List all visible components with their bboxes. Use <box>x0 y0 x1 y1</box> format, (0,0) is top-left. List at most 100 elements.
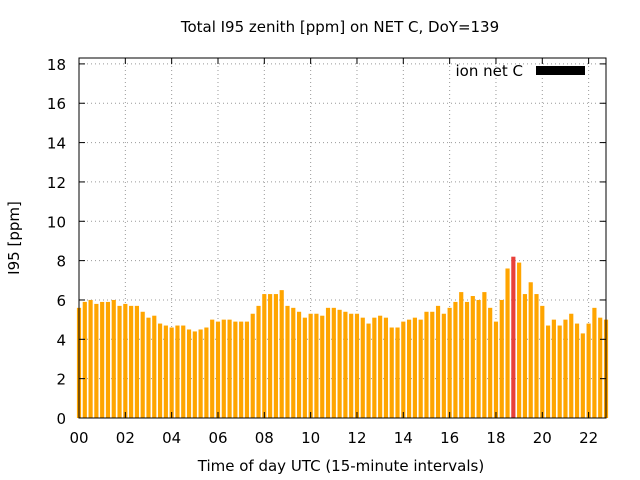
y-tick-label: 4 <box>56 331 66 349</box>
bar <box>134 305 139 418</box>
bar <box>366 323 371 418</box>
bar <box>210 319 215 418</box>
bar <box>412 317 417 418</box>
bar <box>557 325 562 418</box>
x-axis-label: Time of day UTC (15-minute intervals) <box>197 457 484 475</box>
bar <box>250 313 255 418</box>
bar <box>499 299 504 418</box>
y-axis-label: I95 [ppm] <box>5 201 23 275</box>
bar <box>204 327 209 418</box>
bar <box>221 319 226 418</box>
bar <box>354 313 360 418</box>
x-tick-label: 16 <box>440 429 459 447</box>
bar <box>389 327 394 418</box>
bar <box>401 321 406 418</box>
bar <box>592 307 597 418</box>
bar <box>169 327 174 418</box>
bar <box>551 319 556 418</box>
y-tick-label: 8 <box>56 253 66 271</box>
bar <box>285 305 290 418</box>
bar <box>349 313 354 418</box>
plot-frame <box>78 57 607 419</box>
bar <box>268 294 273 418</box>
bar <box>383 317 389 418</box>
y-tick-label: 14 <box>47 135 66 153</box>
y-tick-label: 2 <box>56 371 66 389</box>
bar <box>262 294 267 418</box>
bar <box>459 292 464 418</box>
chart-title: Total I95 zenith [ppm] on NET C, DoY=139 <box>180 18 499 36</box>
bar <box>233 321 238 418</box>
bar <box>430 311 435 418</box>
legend-swatch <box>536 66 585 75</box>
bar <box>129 305 134 418</box>
bar <box>256 305 261 418</box>
bar <box>598 317 603 418</box>
bar <box>291 307 296 418</box>
bar <box>407 319 412 418</box>
bar <box>215 321 221 418</box>
bar <box>569 313 574 418</box>
y-tick-label: 18 <box>47 56 66 74</box>
bar <box>488 307 493 418</box>
bar <box>360 317 365 418</box>
bar <box>546 325 551 418</box>
bar <box>198 329 203 418</box>
legend-label: ion net C <box>456 62 523 80</box>
bar <box>100 301 105 418</box>
bar <box>117 305 122 418</box>
bar <box>111 299 116 418</box>
bar-series <box>76 256 609 418</box>
bar <box>273 294 278 418</box>
bar <box>192 331 197 418</box>
x-tick-label: 06 <box>208 429 227 447</box>
bar <box>447 307 452 418</box>
bar <box>227 319 232 418</box>
bar <box>540 305 545 418</box>
bar <box>470 296 475 418</box>
bar <box>296 311 302 418</box>
x-tick-label: 12 <box>347 429 366 447</box>
bar <box>314 313 319 418</box>
x-tick-label: 10 <box>301 429 320 447</box>
bar <box>157 323 163 418</box>
bar <box>343 311 348 418</box>
bar <box>517 262 522 418</box>
bar <box>418 319 423 418</box>
y-tick-label: 6 <box>56 292 66 310</box>
bar <box>586 323 591 418</box>
y-tick-label: 16 <box>47 95 66 113</box>
bar <box>239 321 244 418</box>
bar <box>175 325 180 418</box>
y-tick-label: 0 <box>56 410 66 428</box>
bar <box>453 301 458 418</box>
bar <box>94 303 99 418</box>
bar <box>441 313 446 418</box>
bar <box>528 282 533 418</box>
legend: ion net C <box>456 62 585 80</box>
bar <box>482 292 487 418</box>
x-tick-label: 08 <box>255 429 274 447</box>
bar <box>186 329 192 418</box>
bar <box>308 313 313 418</box>
bar <box>146 317 151 418</box>
bar <box>163 325 168 418</box>
bar <box>152 315 157 418</box>
bar <box>563 319 568 418</box>
bar <box>435 305 441 418</box>
x-tick-label: 04 <box>162 429 181 447</box>
bar <box>372 317 377 418</box>
bar <box>534 294 539 418</box>
bar <box>88 299 93 418</box>
bar <box>505 268 510 418</box>
bar <box>424 311 429 418</box>
bar <box>123 303 128 418</box>
bar <box>82 301 87 418</box>
bar <box>580 333 585 418</box>
bar <box>476 299 481 418</box>
bar <box>522 294 528 418</box>
bar <box>331 307 336 418</box>
bar <box>574 323 580 418</box>
